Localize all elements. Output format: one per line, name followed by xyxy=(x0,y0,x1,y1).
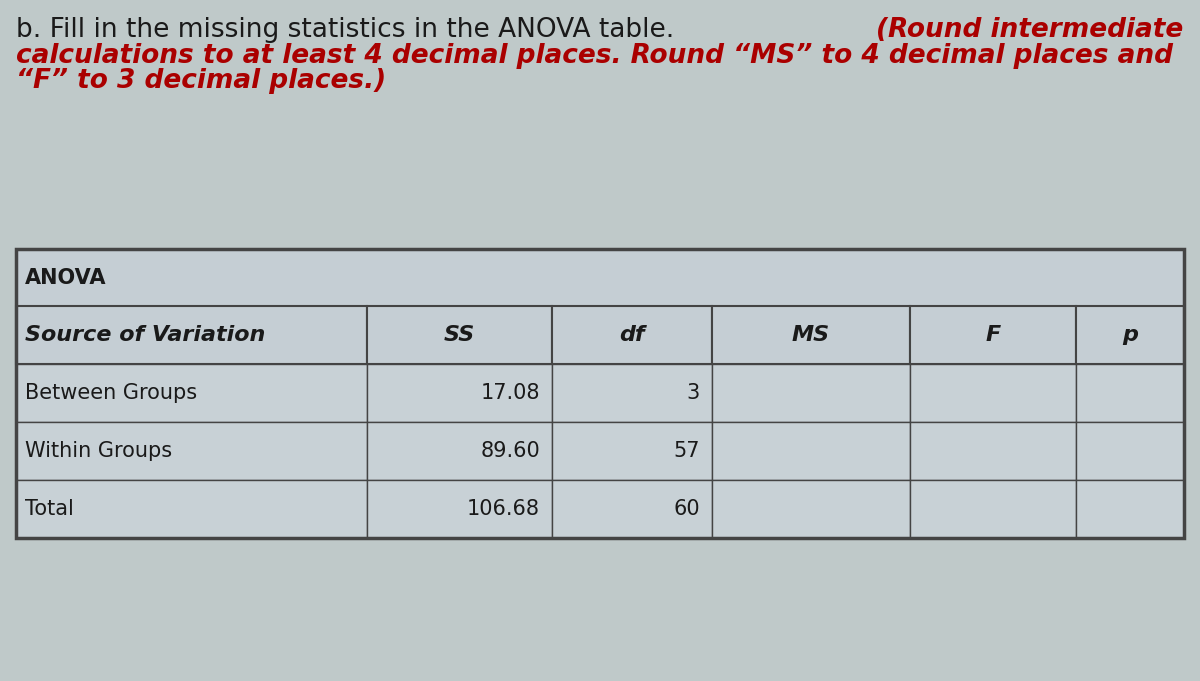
Text: F: F xyxy=(985,326,1001,345)
Text: SS: SS xyxy=(444,326,475,345)
Text: 106.68: 106.68 xyxy=(467,499,540,519)
Bar xyxy=(552,364,712,422)
Text: MS: MS xyxy=(792,326,830,345)
Bar xyxy=(367,364,552,422)
Bar xyxy=(16,306,367,364)
Bar xyxy=(712,480,910,538)
Text: 60: 60 xyxy=(673,499,700,519)
Bar xyxy=(16,422,367,480)
Bar xyxy=(16,249,1184,538)
Text: ANOVA: ANOVA xyxy=(25,268,107,287)
Text: p: p xyxy=(1122,326,1138,345)
Text: (Round intermediate: (Round intermediate xyxy=(876,17,1183,43)
Bar xyxy=(712,422,910,480)
Text: Within Groups: Within Groups xyxy=(25,441,173,461)
Bar xyxy=(1076,364,1184,422)
Bar xyxy=(910,306,1076,364)
Bar xyxy=(16,249,1184,306)
Bar xyxy=(552,306,712,364)
Text: “F” to 3 decimal places.): “F” to 3 decimal places.) xyxy=(16,68,385,95)
Bar xyxy=(367,480,552,538)
Text: df: df xyxy=(619,326,644,345)
Bar xyxy=(1076,480,1184,538)
Text: 3: 3 xyxy=(686,383,700,403)
Bar xyxy=(367,422,552,480)
Bar xyxy=(712,306,910,364)
Bar xyxy=(1076,306,1184,364)
Text: calculations to at least 4 decimal places. Round “MS” to 4 decimal places and: calculations to at least 4 decimal place… xyxy=(16,43,1172,69)
Bar xyxy=(910,422,1076,480)
Text: Source of Variation: Source of Variation xyxy=(25,326,265,345)
Text: b. Fill in the missing statistics in the ANOVA table.: b. Fill in the missing statistics in the… xyxy=(16,17,683,43)
Text: 17.08: 17.08 xyxy=(480,383,540,403)
Bar xyxy=(910,364,1076,422)
Text: Total: Total xyxy=(25,499,74,519)
Text: 57: 57 xyxy=(673,441,700,461)
Bar xyxy=(1076,422,1184,480)
Bar xyxy=(910,480,1076,538)
Bar xyxy=(367,306,552,364)
Text: 89.60: 89.60 xyxy=(480,441,540,461)
Text: Between Groups: Between Groups xyxy=(25,383,197,403)
Bar xyxy=(16,364,367,422)
Bar xyxy=(712,364,910,422)
Bar xyxy=(552,422,712,480)
Bar xyxy=(16,480,367,538)
Bar xyxy=(552,480,712,538)
